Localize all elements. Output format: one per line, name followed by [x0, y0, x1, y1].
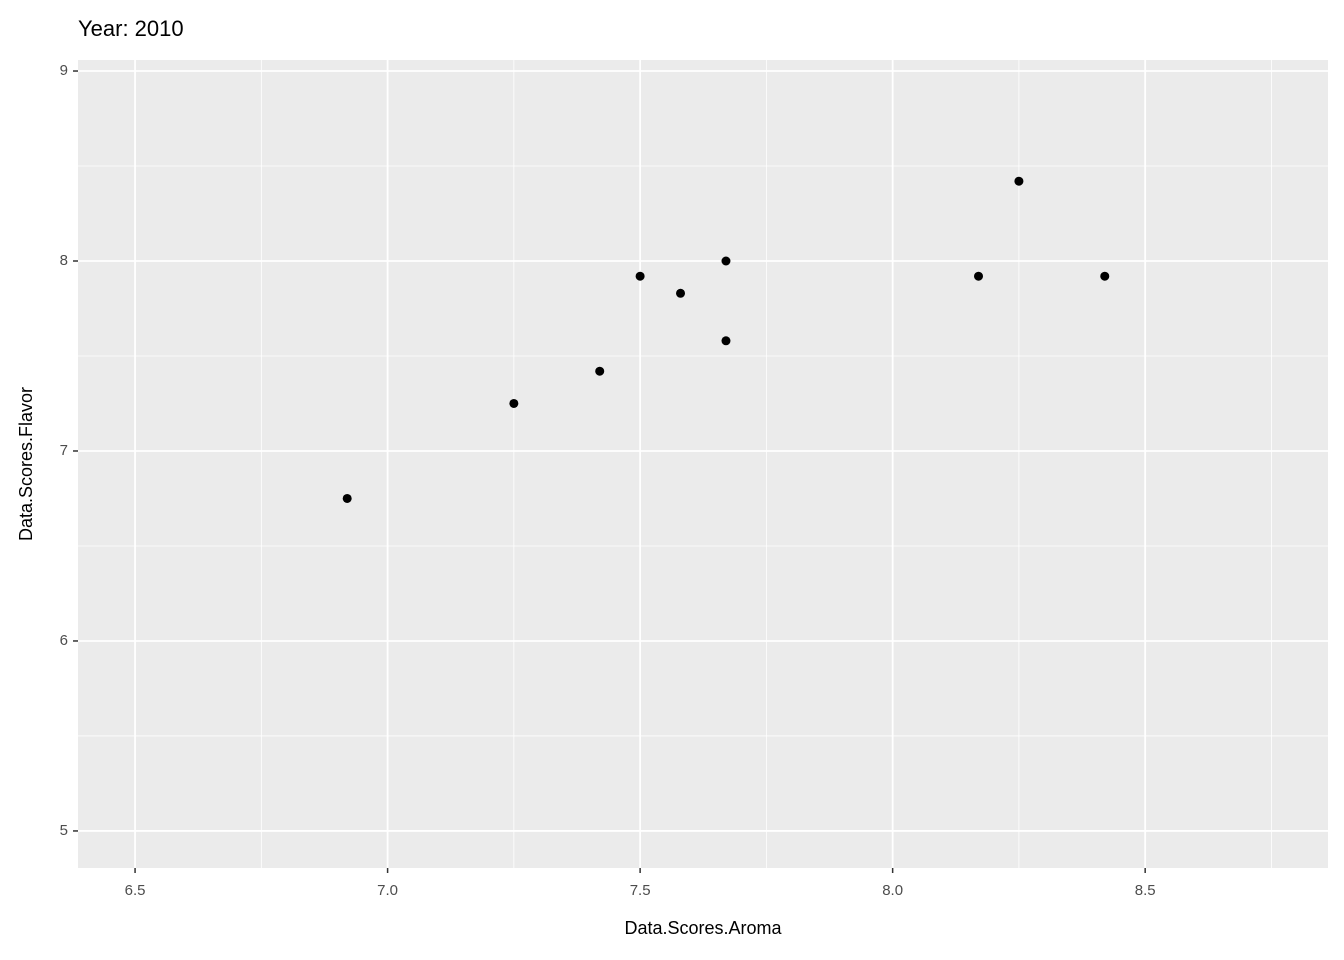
- x-tick-label: 7.0: [377, 882, 398, 899]
- y-tick-label: 6: [60, 632, 68, 649]
- point: [635, 271, 645, 281]
- point: [509, 398, 519, 408]
- point: [595, 366, 605, 376]
- point: [1100, 271, 1110, 281]
- point: [1014, 176, 1024, 186]
- y-tick-label: 9: [60, 62, 68, 79]
- x-axis-label: Data.Scores.Aroma: [624, 918, 782, 938]
- point: [974, 271, 984, 281]
- panel: [78, 60, 1328, 868]
- point: [342, 493, 352, 503]
- y-tick-label: 5: [60, 822, 68, 839]
- point: [721, 336, 731, 346]
- chart-title: Year: 2010: [78, 16, 184, 41]
- y-tick-label: 8: [60, 252, 68, 269]
- x-tick-label: 7.5: [630, 882, 651, 899]
- x-tick-label: 8.5: [1135, 882, 1156, 899]
- x-tick-label: 8.0: [882, 882, 903, 899]
- point: [721, 256, 731, 266]
- x-tick-label: 6.5: [125, 882, 146, 899]
- point: [676, 288, 686, 298]
- y-axis-label: Data.Scores.Flavor: [16, 387, 36, 541]
- y-tick-label: 7: [60, 442, 68, 459]
